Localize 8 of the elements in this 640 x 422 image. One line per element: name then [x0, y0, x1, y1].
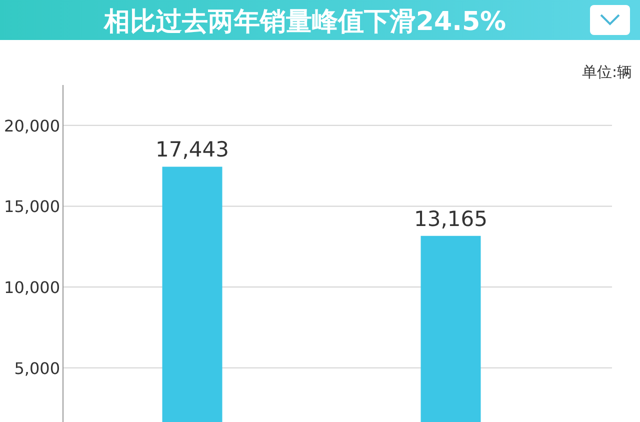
data-label: 17,443 [156, 138, 229, 162]
y-tick-label: 5,000 [14, 358, 60, 378]
y-tick-label: 10,000 [4, 278, 60, 298]
chart-title: 相比过去两年销量峰值下滑24.5% [102, 7, 506, 37]
y-tick-label: 15,000 [4, 197, 60, 216]
data-label: 13,165 [414, 206, 488, 231]
y-tick-label: 20,000 [4, 116, 60, 136]
text: 单位:辆 [582, 63, 632, 81]
